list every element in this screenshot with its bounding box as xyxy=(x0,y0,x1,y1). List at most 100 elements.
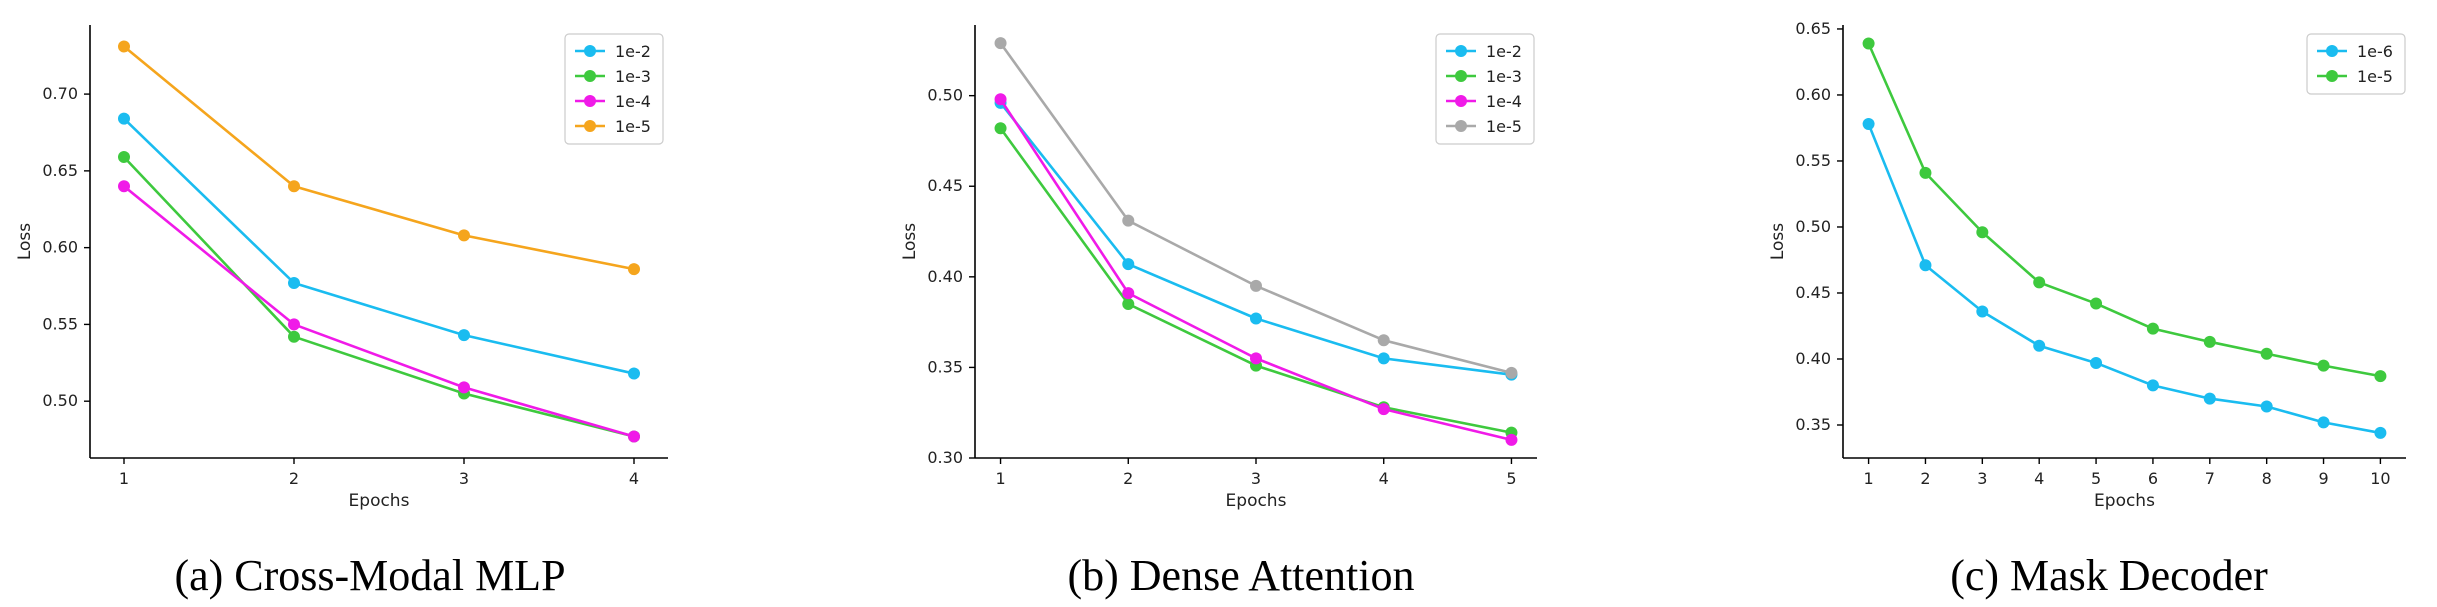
data-point xyxy=(1919,166,1932,179)
legend-label: 1e-3 xyxy=(1486,67,1522,86)
x-tick-label: 2 xyxy=(289,469,299,488)
data-point xyxy=(2260,400,2273,413)
data-point xyxy=(2090,356,2103,369)
legend xyxy=(1435,33,1535,145)
data-point xyxy=(1377,403,1390,416)
y-axis-label: Loss xyxy=(15,223,35,260)
legend-label: 1e-2 xyxy=(615,42,651,61)
y-tick-label: 0.55 xyxy=(1795,151,1831,170)
x-tick-label: 10 xyxy=(2370,469,2390,488)
y-tick-label: 0.35 xyxy=(927,357,963,376)
x-tick-label: 2 xyxy=(1920,469,1930,488)
legend-swatch-marker xyxy=(584,45,596,57)
data-point xyxy=(1122,214,1135,227)
data-point xyxy=(1122,258,1135,271)
x-tick-label: 3 xyxy=(1977,469,1987,488)
data-point xyxy=(2033,339,2046,352)
series-line-1e-3 xyxy=(123,156,635,438)
data-point xyxy=(288,180,300,193)
data-point xyxy=(1250,312,1262,325)
panel-mask-decoder: 0.35 0.40 0.45 0.50 0.55 0.60 0.65 1 2 3 4 5 6 7 8 9 10 E… xyxy=(1768,19,2406,600)
data-point xyxy=(2033,276,2046,289)
legend-label: 1e-6 xyxy=(2357,42,2393,61)
legend-label: 1e-4 xyxy=(1486,92,1522,111)
legend-swatch-marker xyxy=(2326,70,2338,82)
data-point xyxy=(288,330,300,343)
panel-dense-attention: 0.30 0.35 0.40 0.45 0.50 1 2 3 4 5 Epochs Loss 1e-2 1… xyxy=(900,25,1537,600)
legend-swatch-marker xyxy=(584,95,596,107)
legend-swatch-marker xyxy=(1455,70,1467,82)
data-point xyxy=(994,93,1007,106)
x-tick-label: 1 xyxy=(995,469,1005,488)
series-line-1e-5 xyxy=(1867,42,2381,378)
x-tick-label: 7 xyxy=(2205,469,2215,488)
data-point xyxy=(1862,118,1875,131)
data-point xyxy=(1377,334,1390,347)
legend-swatch-marker xyxy=(1455,120,1467,132)
data-point xyxy=(628,367,640,380)
data-point xyxy=(118,40,130,53)
data-point xyxy=(2146,379,2159,392)
x-axis-label: Epochs xyxy=(349,491,410,511)
data-point xyxy=(1862,37,1875,50)
data-point xyxy=(1250,279,1262,292)
data-point xyxy=(2146,322,2159,335)
legend-swatch-marker xyxy=(1455,45,1467,57)
data-point xyxy=(1919,259,1932,272)
x-tick-label: 5 xyxy=(2091,469,2101,488)
y-tick-label: 0.60 xyxy=(42,238,78,257)
data-point xyxy=(1505,366,1518,379)
x-tick-label: 8 xyxy=(2262,469,2272,488)
legend-label: 1e-5 xyxy=(2357,67,2393,86)
x-tick-label: 4 xyxy=(2034,469,2044,488)
y-tick-label: 0.40 xyxy=(927,267,963,286)
data-point xyxy=(458,329,470,342)
legend-swatch-marker xyxy=(584,70,596,82)
legend-label: 1e-5 xyxy=(615,117,651,136)
data-point xyxy=(2090,297,2103,310)
legend-swatch-marker xyxy=(584,120,596,132)
data-point xyxy=(1122,287,1135,300)
y-tick-label: 0.70 xyxy=(42,84,78,103)
x-tick-label: 2 xyxy=(1123,469,1133,488)
x-axis-label: Epochs xyxy=(2094,491,2155,511)
data-point xyxy=(1377,352,1390,365)
series-line-1e-5 xyxy=(123,45,635,271)
y-tick-label: 0.50 xyxy=(1795,217,1831,236)
data-point xyxy=(2203,335,2216,348)
data-point xyxy=(628,263,640,276)
y-tick-label: 0.55 xyxy=(42,314,78,333)
data-point xyxy=(994,122,1007,135)
data-point xyxy=(118,180,130,193)
figure-caption: (b) Dense Attention xyxy=(1067,551,1414,600)
y-tick-label: 0.50 xyxy=(42,391,78,410)
x-tick-label: 1 xyxy=(1863,469,1873,488)
x-tick-label: 6 xyxy=(2148,469,2158,488)
x-tick-label: 4 xyxy=(1379,469,1389,488)
data-point xyxy=(2260,347,2273,360)
legend-label: 1e-2 xyxy=(1486,42,1522,61)
data-point xyxy=(2317,416,2330,429)
x-tick-label: 4 xyxy=(629,469,639,488)
y-tick-label: 0.30 xyxy=(927,448,963,467)
y-tick-label: 0.65 xyxy=(1795,19,1831,38)
data-point xyxy=(1976,226,1989,239)
y-tick-label: 0.45 xyxy=(1795,283,1831,302)
data-point xyxy=(1250,352,1262,365)
figure-caption: (a) Cross-Modal MLP xyxy=(174,551,565,600)
x-tick-label: 5 xyxy=(1506,469,1516,488)
figure-caption: (c) Mask Decoder xyxy=(1950,551,2268,600)
series-line-1e-2 xyxy=(123,117,635,375)
y-tick-label: 0.35 xyxy=(1795,415,1831,434)
y-tick-label: 0.45 xyxy=(927,176,963,195)
data-point xyxy=(1505,433,1518,446)
data-point xyxy=(288,318,300,331)
data-point xyxy=(628,430,640,443)
y-axis-label: Loss xyxy=(900,223,920,260)
data-point xyxy=(2374,426,2387,439)
data-point xyxy=(118,151,130,164)
data-point xyxy=(458,229,470,242)
data-point xyxy=(118,112,130,125)
data-point xyxy=(458,381,470,394)
